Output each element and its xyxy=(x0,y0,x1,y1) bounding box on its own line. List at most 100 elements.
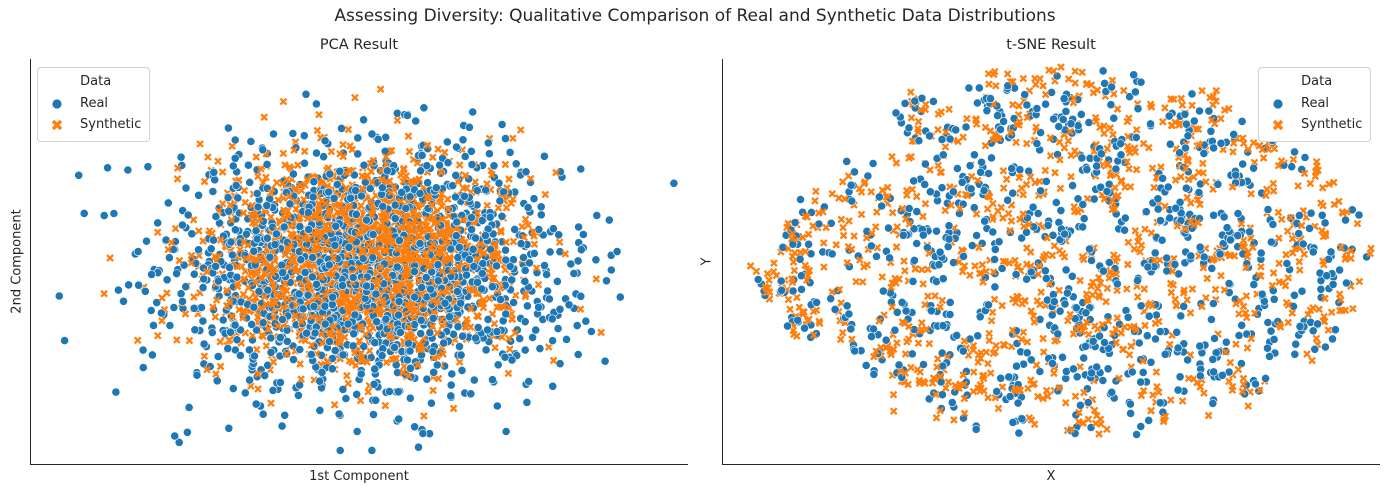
tsne-real-point xyxy=(867,332,876,341)
pca-real-point xyxy=(260,371,270,380)
pca-real-point xyxy=(143,162,153,172)
tsne-synthetic-point xyxy=(988,215,997,224)
pca-real-point xyxy=(473,323,483,332)
pca-synthetic-point xyxy=(351,93,359,102)
pca-synthetic-point xyxy=(315,314,323,323)
pca-real-point xyxy=(181,282,191,292)
pca-real-point xyxy=(543,286,552,296)
tsne-real-point xyxy=(1067,271,1077,281)
pca-x-label: 1st Component xyxy=(309,469,409,484)
pca-real-point xyxy=(469,375,479,385)
tsne-real-point xyxy=(1104,258,1114,267)
pca-real-point xyxy=(369,410,378,419)
pca-synthetic-point xyxy=(297,317,306,326)
pca-real-point xyxy=(367,445,377,455)
pca-real-point xyxy=(278,268,287,278)
pca-synthetic-point xyxy=(313,245,322,253)
pca-synthetic-point xyxy=(498,333,506,341)
tsne-real-point xyxy=(908,276,918,286)
pca-real-point xyxy=(156,308,166,318)
pca-real-point xyxy=(232,335,242,345)
pca-real-point xyxy=(266,347,276,357)
pca-real-point xyxy=(397,187,406,197)
tsne-real-point xyxy=(1328,334,1337,344)
tsne-synthetic-point xyxy=(1100,122,1108,130)
tsne-real-point xyxy=(1183,131,1193,141)
pca-synthetic-point xyxy=(260,292,269,301)
pca-synthetic-point xyxy=(344,379,353,388)
pca-synthetic-point xyxy=(521,215,530,224)
pca-synthetic-point xyxy=(373,280,382,289)
tsne-synthetic-point xyxy=(898,204,907,213)
pca-synthetic-point xyxy=(275,216,283,225)
pca-synthetic-point xyxy=(301,181,309,190)
tsne-synthetic-point xyxy=(915,376,924,385)
tsne-synthetic-point xyxy=(941,142,950,151)
tsne-synthetic-point xyxy=(1119,345,1128,354)
pca-real-point xyxy=(123,165,133,175)
tsne-synthetic-point xyxy=(1027,416,1036,424)
pca-real-point xyxy=(555,304,565,314)
pca-real-point xyxy=(295,222,305,231)
tsne-synthetic-point xyxy=(1006,226,1014,235)
tsne-real-point xyxy=(1089,194,1099,204)
pca-synthetic-point xyxy=(228,142,236,151)
pca-synthetic-point xyxy=(346,202,354,211)
pca-legend-title: Data xyxy=(80,74,112,89)
tsne-real-point xyxy=(965,161,975,171)
pca-real-point xyxy=(483,138,493,148)
pca-real-point xyxy=(306,350,316,359)
pca-real-point xyxy=(293,390,303,400)
pca-real-point xyxy=(573,256,583,266)
tsne-real-point xyxy=(1123,312,1133,322)
tsne-synthetic-point xyxy=(860,262,868,271)
tsne-synthetic-point xyxy=(1220,286,1229,294)
tsne-real-point xyxy=(1013,398,1023,408)
pca-synthetic-point xyxy=(216,236,225,244)
tsne-synthetic-point xyxy=(1124,238,1133,247)
pca-real-point xyxy=(258,145,268,155)
pca-real-point xyxy=(426,398,436,408)
pca-synthetic-point xyxy=(308,313,317,321)
pca-real-point xyxy=(402,355,412,365)
pca-synthetic-point xyxy=(405,323,413,331)
tsne-real-point xyxy=(796,195,805,204)
tsne-synthetic-point xyxy=(914,339,923,348)
tsne-synthetic-point xyxy=(1055,138,1064,146)
pca-synthetic-point xyxy=(385,331,394,340)
tsne-real-point xyxy=(1084,118,1094,127)
pca-real-point xyxy=(564,300,574,310)
pca-real-point xyxy=(410,422,419,432)
pca-real-point xyxy=(405,363,415,373)
pca-synthetic-point xyxy=(329,254,338,262)
tsne-real-point xyxy=(1354,210,1364,220)
pca-synthetic-point xyxy=(357,201,365,210)
tsne-synthetic-point xyxy=(819,207,827,216)
pca-synthetic-point xyxy=(251,278,260,287)
tsne-real-point xyxy=(1165,139,1175,149)
pca-real-point xyxy=(384,387,394,396)
pca-real-point xyxy=(231,181,241,190)
pca-real-point xyxy=(377,351,387,361)
pca-real-point xyxy=(531,325,541,335)
pca-synthetic-point xyxy=(483,179,491,188)
pca-real-point xyxy=(280,410,290,420)
pca-synthetic-point xyxy=(363,358,371,366)
tsne-synthetic-point xyxy=(746,262,755,270)
pca-synthetic-point xyxy=(405,147,414,156)
pca-synthetic-point xyxy=(376,263,385,272)
pca-synthetic-point xyxy=(279,97,288,106)
pca-real-point xyxy=(300,267,310,277)
pca-real-point xyxy=(549,224,558,234)
pca-real-point xyxy=(423,178,432,188)
tsne-real-point xyxy=(1026,267,1036,277)
pca-real-point xyxy=(555,359,565,369)
tsne-synthetic-point xyxy=(984,393,992,402)
pca-synthetic-point xyxy=(268,269,277,278)
tsne-synthetic-point xyxy=(933,355,942,363)
pca-real-point xyxy=(562,334,571,344)
pca-real-point xyxy=(494,178,504,188)
pca-synthetic-point xyxy=(397,280,406,289)
pca-real-point xyxy=(218,315,228,325)
pca-real-point xyxy=(301,89,311,99)
